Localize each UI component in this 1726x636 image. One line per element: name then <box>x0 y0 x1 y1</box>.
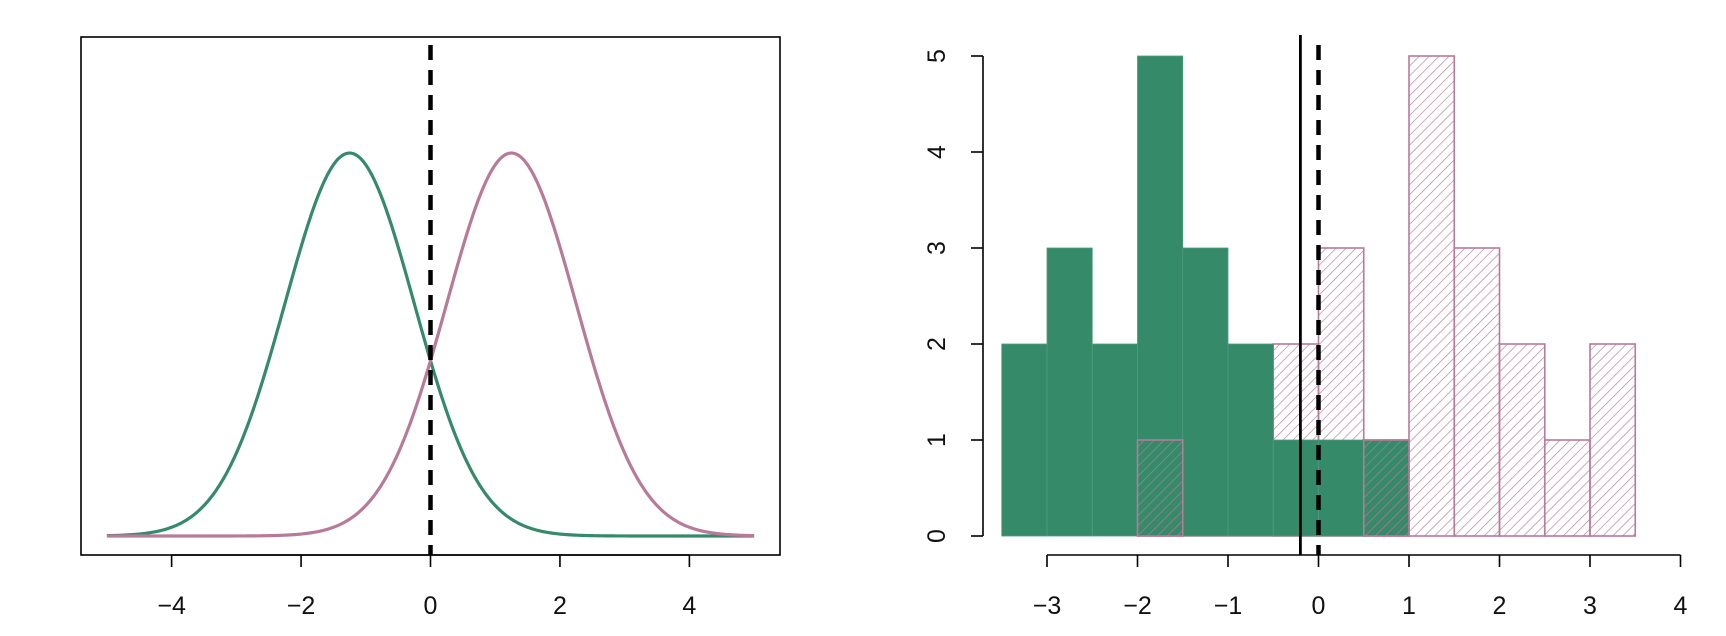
histogram-bar-pink <box>1589 343 1637 537</box>
x-tick-label: −2 <box>287 592 316 620</box>
y-tick-label: 0 <box>923 529 951 543</box>
density-curve-pink <box>106 151 755 538</box>
x-tick-label: 4 <box>682 592 696 620</box>
x-tick-label: 4 <box>1674 592 1688 620</box>
histogram-bar-green <box>1227 343 1274 537</box>
x-tick-label: −2 <box>1123 592 1152 620</box>
y-tick-label: 5 <box>923 49 951 63</box>
x-tick-label: −4 <box>157 592 186 620</box>
histogram-bar-pink-overlay <box>1136 439 1184 537</box>
histogram-bar-pink <box>1543 439 1591 537</box>
x-tick-label: −1 <box>1214 592 1243 620</box>
x-tick-label: 2 <box>1493 592 1507 620</box>
histogram-bar-green <box>1272 439 1319 537</box>
histogram-bar-pink <box>1453 247 1501 537</box>
x-tick-label: 2 <box>553 592 567 620</box>
histogram-bar-pink <box>1408 55 1456 537</box>
y-tick-label: 3 <box>923 241 951 255</box>
histogram-bar-green <box>1046 247 1093 537</box>
histogram-bar-green <box>1091 343 1138 537</box>
y-tick-label: 1 <box>923 433 951 447</box>
x-tick-label: 1 <box>1402 592 1416 620</box>
x-tick-label: 0 <box>1312 592 1326 620</box>
histogram-bar-green <box>1318 439 1365 537</box>
x-tick-label: 0 <box>424 592 438 620</box>
histogram-bar-pink-overlay <box>1362 439 1410 537</box>
y-tick-label: 4 <box>923 145 951 159</box>
histogram-bar-green <box>1001 343 1048 537</box>
density-chart: −4 −2 0 2 4 <box>80 36 781 620</box>
x-tick-label: −3 <box>1033 592 1062 620</box>
histogram-chart: 0 1 2 3 4 5 −3 −2 −1 0 1 2 3 4 <box>923 35 1688 620</box>
x-tick-label: 3 <box>1583 592 1597 620</box>
histogram-bar-green <box>1182 247 1229 537</box>
y-tick-label: 2 <box>923 337 951 351</box>
histogram-bar-pink <box>1498 343 1546 537</box>
